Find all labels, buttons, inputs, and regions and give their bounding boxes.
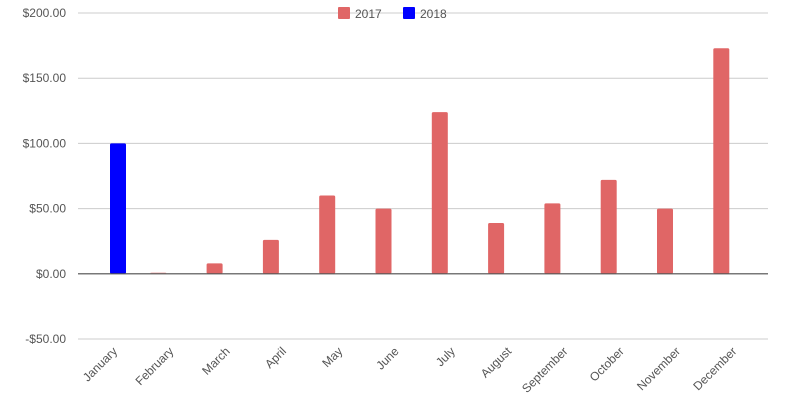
bar-2017-may xyxy=(319,195,336,274)
y-tick-label: $200.00 xyxy=(23,6,67,20)
bar-2017-october xyxy=(600,179,617,274)
legend-label: 2017 xyxy=(355,7,382,21)
y-tick-label: -$50.00 xyxy=(25,332,66,346)
bar-2017-september xyxy=(544,203,561,274)
bars xyxy=(110,48,730,274)
bar-2017-april xyxy=(262,239,279,274)
x-tick-label: August xyxy=(478,344,515,381)
x-tick-label: April xyxy=(262,344,289,371)
x-tick-label: February xyxy=(133,344,177,388)
bar-2017-june xyxy=(375,208,392,274)
x-tick-label: May xyxy=(319,344,345,370)
legend: 2017 2018 xyxy=(338,7,447,21)
x-tick-label: December xyxy=(690,344,739,393)
legend-swatch-2018 xyxy=(403,7,415,19)
x-tick-label: November xyxy=(634,344,683,393)
bar-2017-december xyxy=(713,48,730,274)
y-axis-labels: -$50.00 $0.00 $50.00 $100.00 $150.00 $200.00 xyxy=(23,6,67,346)
y-tick-label: $50.00 xyxy=(29,202,66,216)
x-tick-label: January xyxy=(80,344,120,384)
y-tick-label: $0.00 xyxy=(36,267,66,281)
bar-2018-january xyxy=(110,143,126,274)
y-tick-label: $150.00 xyxy=(23,71,67,85)
x-tick-label: September xyxy=(519,344,570,395)
gridlines xyxy=(78,12,768,340)
x-axis-labels: January February March April May June July Augu… xyxy=(80,344,739,396)
x-tick-label: October xyxy=(587,344,627,384)
x-tick-label: June xyxy=(373,344,402,373)
x-tick-label: March xyxy=(199,344,232,377)
bar-2017-november xyxy=(657,208,673,274)
legend-swatch-2017 xyxy=(338,7,350,19)
y-tick-label: $100.00 xyxy=(23,136,67,150)
bar-2017-august xyxy=(488,222,505,274)
x-tick-label: July xyxy=(433,344,458,369)
bar-2017-march xyxy=(206,263,223,274)
legend-label: 2018 xyxy=(420,7,447,21)
bar-2017-july xyxy=(431,112,448,274)
